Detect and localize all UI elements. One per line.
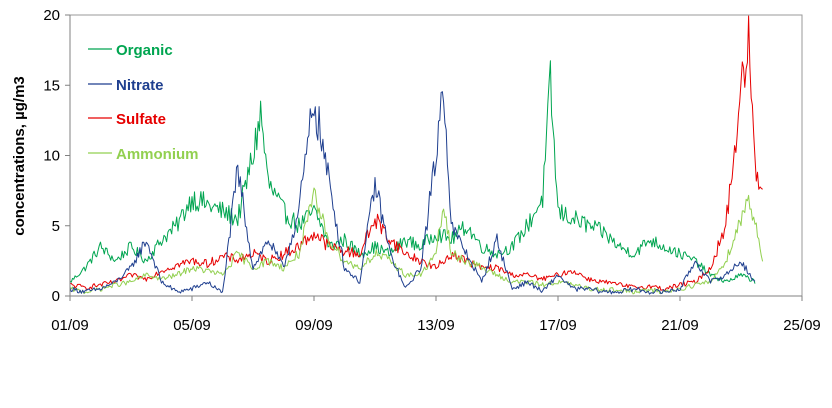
legend-label-organic: Organic (116, 42, 173, 59)
x-tick-label: 21/09 (661, 317, 699, 334)
legend-label-ammonium: Ammonium (116, 146, 199, 163)
legend-label-nitrate: Nitrate (116, 77, 164, 94)
x-tick-label: 05/09 (173, 317, 211, 334)
series-line-nitrate (69, 91, 756, 295)
x-tick-label: 25/09 (783, 317, 821, 334)
y-tick-label: 5 (52, 218, 60, 235)
legend-label-sulfate: Sulfate (116, 111, 166, 128)
legend: Organic Nitrate Sulfate Ammonium (88, 42, 199, 163)
y-tick-label: 15 (43, 77, 60, 94)
x-tick-label: 13/09 (417, 317, 455, 334)
y-axis-label: concentrations, µg/m3 (11, 76, 28, 236)
y-tick-label: 20 (43, 7, 60, 24)
series-line-sulfate (69, 15, 763, 292)
series-line-organic (69, 60, 756, 284)
series-layer (69, 15, 764, 295)
y-axis-ticks: 0 5 10 15 20 (43, 7, 70, 305)
x-axis-ticks: 01/09 05/09 09/09 13/09 17/09 21/09 25/09 (51, 296, 821, 334)
x-tick-label: 17/09 (539, 317, 577, 334)
x-tick-label: 01/09 (51, 317, 89, 334)
y-tick-label: 0 (52, 288, 60, 305)
x-tick-label: 09/09 (295, 317, 333, 334)
y-tick-label: 10 (43, 148, 60, 165)
